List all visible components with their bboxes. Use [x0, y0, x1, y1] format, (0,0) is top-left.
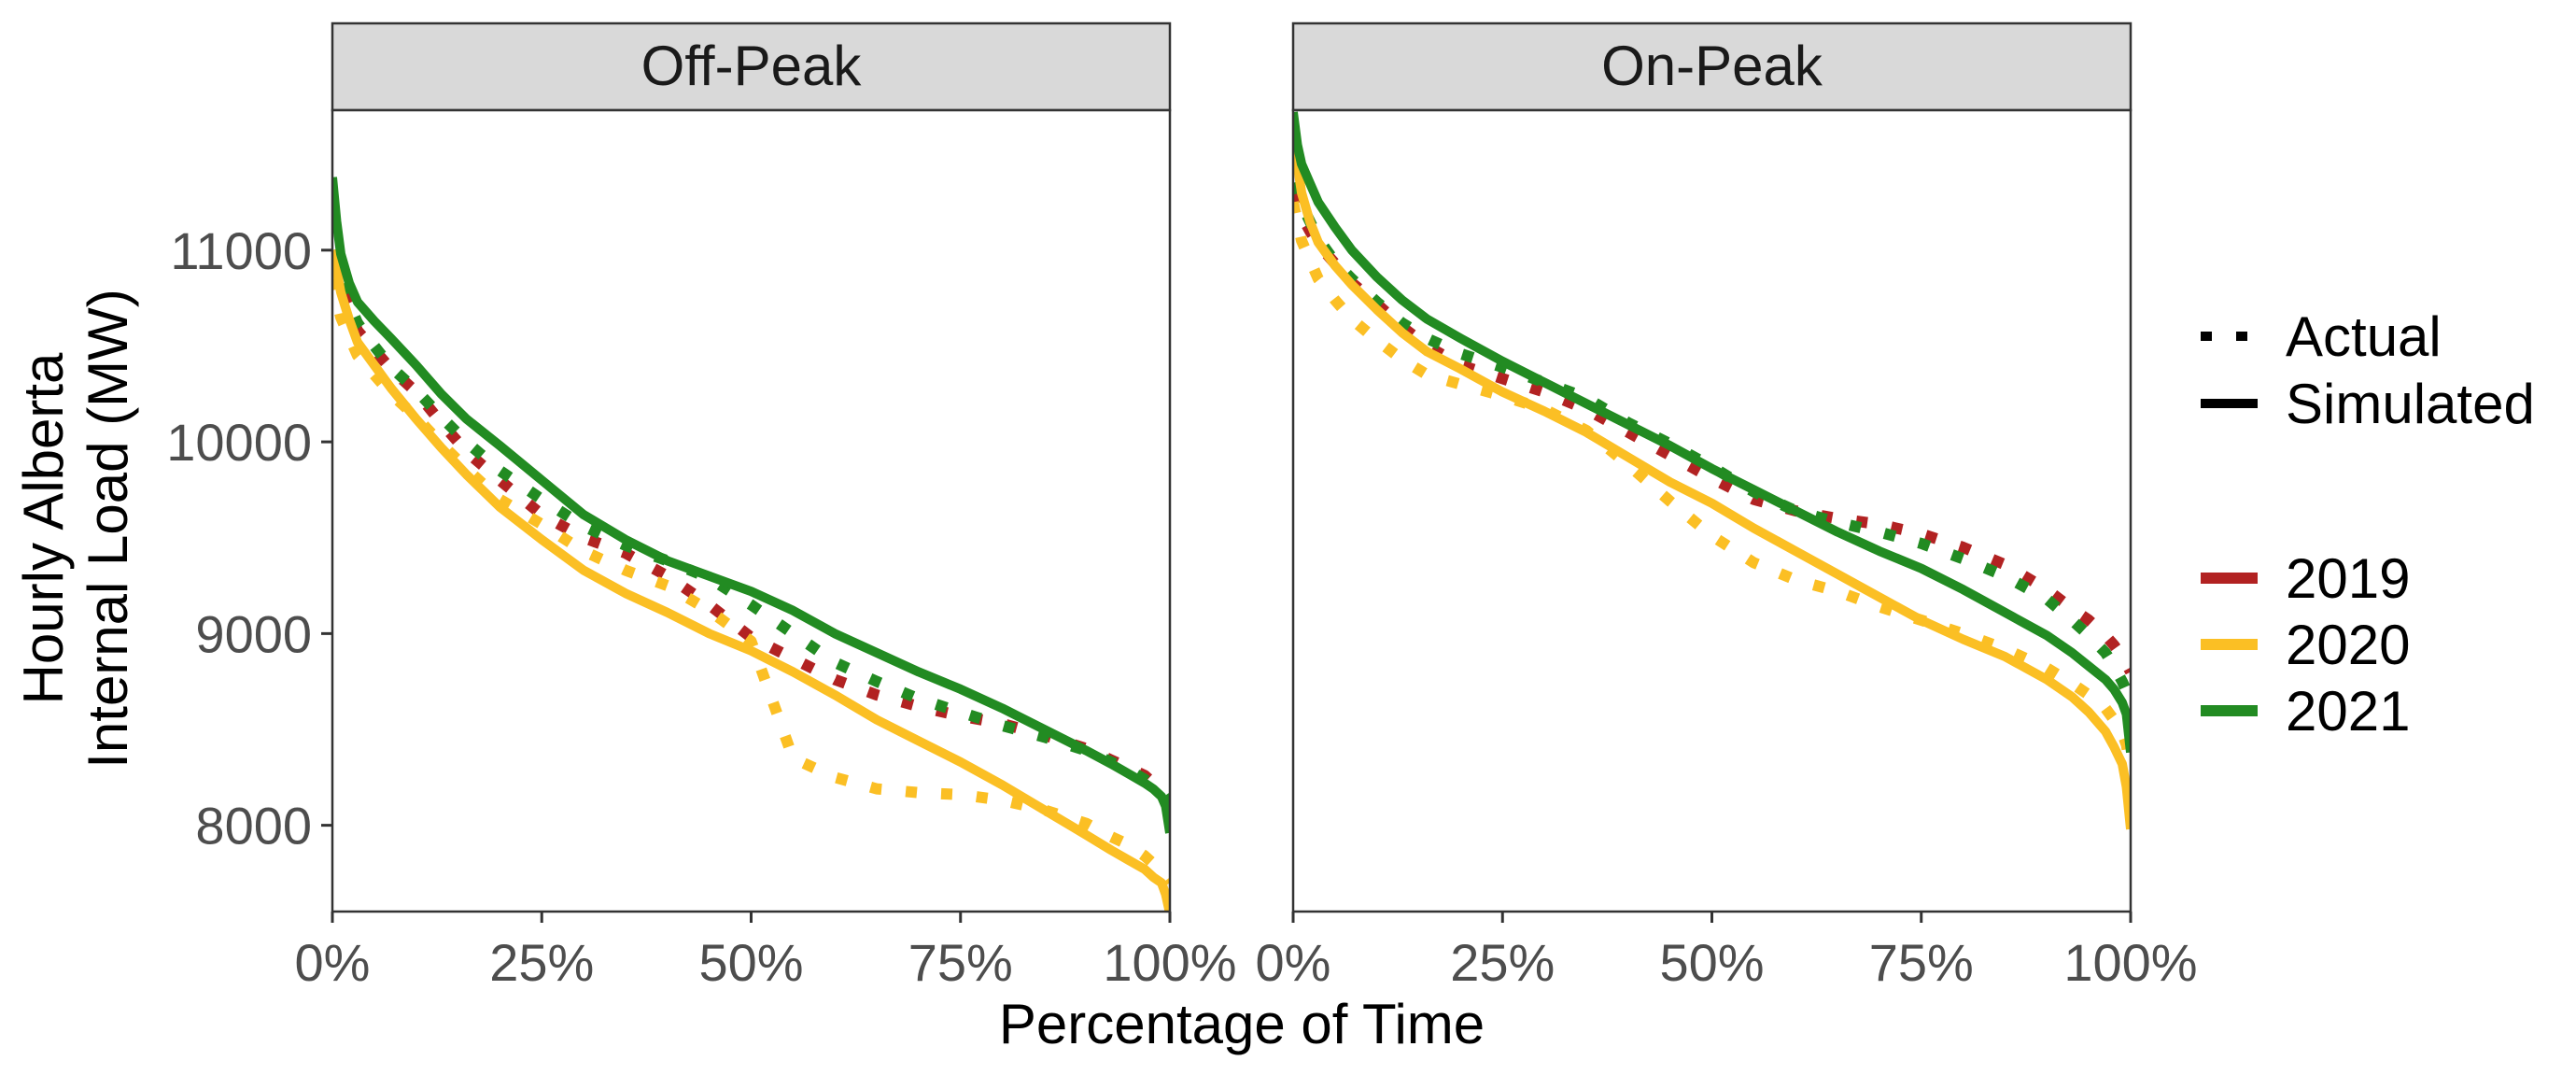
x-tick-label: 0%: [295, 933, 371, 992]
y-tick-label: 11000: [170, 221, 312, 280]
series-line-2021-simulated: [1293, 111, 2131, 754]
x-tick-label: 100%: [2063, 933, 2197, 992]
x-tick-label: 50%: [698, 933, 803, 992]
facet-strip-label: On-Peak: [1601, 35, 1823, 97]
legend-item-2020: 2020: [2201, 614, 2410, 676]
facet-strip: [331, 21, 1172, 112]
x-tick-label: 50%: [1659, 933, 1764, 992]
x-tick-label: 25%: [489, 933, 594, 992]
facet-panel-0: Off-Peak: [331, 21, 1172, 913]
series-line-2021-simulated: [332, 177, 1170, 834]
series-line-2020-actual: [332, 277, 1170, 886]
y-axis-title-line-2: Internal Load (MW): [77, 289, 139, 769]
x-tick-label: 75%: [908, 933, 1013, 992]
legend-item-2021: 2021: [2201, 680, 2410, 743]
series-line-2020-simulated: [332, 248, 1170, 912]
legend-label: 2021: [2286, 680, 2410, 743]
series-line-2021-actual: [332, 248, 1170, 809]
legend-label: Simulated: [2286, 373, 2535, 435]
y-axis: 8000 9000 10000 11000: [166, 221, 332, 856]
plot-area: [1293, 110, 2131, 912]
series-line-2019-actual: [1293, 190, 2131, 675]
facet-strip-label: Off-Peak: [641, 35, 863, 97]
legend-label: Actual: [2286, 305, 2442, 368]
x-tick-label: 0%: [1256, 933, 1331, 992]
y-axis-title-line-1: Hourly Alberta: [12, 352, 75, 704]
x-tick-label: 75%: [1869, 933, 1974, 992]
x-axis: 0% 25% 50% 75% 100% 0% 25% 50% 75% 100%: [295, 912, 2198, 992]
y-tick-label: 8000: [195, 797, 312, 856]
y-tick-label: 10000: [166, 413, 312, 472]
series-group: [332, 177, 1170, 912]
series-group: [1293, 111, 2131, 830]
legend-item-2019: 2019: [2201, 547, 2410, 610]
y-tick-label: 9000: [195, 604, 312, 663]
legend-item-simulated: Simulated: [2201, 373, 2535, 435]
facet-panels: Off-Peak On-Peak: [331, 21, 2133, 913]
x-tick-label: 100%: [1103, 933, 1236, 992]
y-axis-title: Hourly Alberta Internal Load (MW): [12, 289, 139, 769]
legend-label: 2019: [2286, 547, 2410, 610]
facet-panel-1: On-Peak: [1291, 21, 2133, 913]
legend-label: 2020: [2286, 614, 2410, 676]
legend-item-actual: Actual: [2201, 305, 2442, 368]
x-axis-title: Percentage of Time: [999, 993, 1485, 1055]
x-tick-label: 25%: [1450, 933, 1555, 992]
series-line-2020-simulated: [1293, 134, 2131, 830]
plot-area: [332, 110, 1170, 912]
series-line-2020-actual: [1293, 201, 2131, 770]
